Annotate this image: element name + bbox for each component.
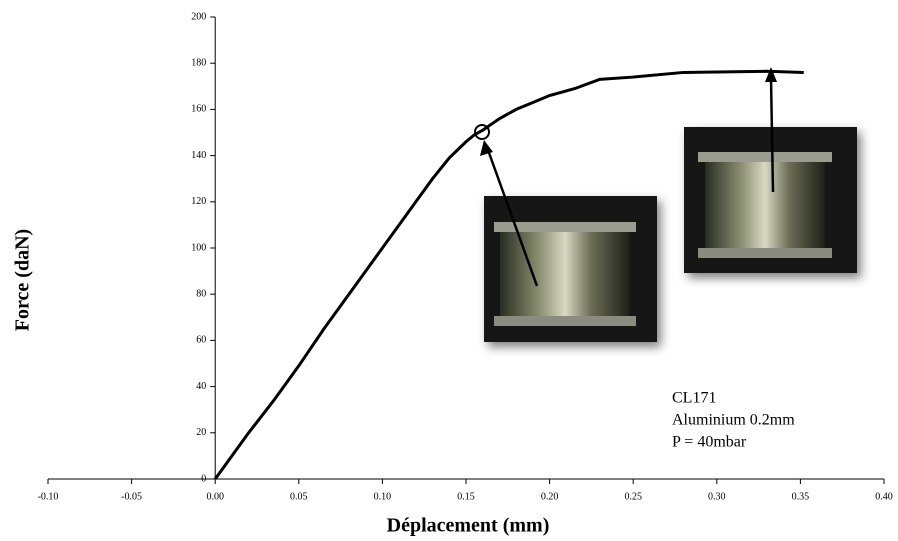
x-tick-label: 0.35 — [792, 491, 810, 502]
y-tick-label: 180 — [191, 57, 206, 68]
y-tick-label: 200 — [191, 11, 206, 22]
y-tick-label: 140 — [191, 150, 206, 161]
y-tick-label: 40 — [196, 381, 206, 392]
x-tick-label: 0.15 — [457, 491, 475, 502]
x-tick-label: -0.05 — [121, 491, 142, 502]
annotation-line: Aluminium 0.2mm — [672, 412, 795, 429]
highlight-circle — [474, 124, 490, 140]
photo-right — [684, 127, 857, 273]
x-tick-label: 0.40 — [875, 491, 893, 502]
annotation-line: CL171 — [672, 390, 716, 407]
y-tick-label: 160 — [191, 104, 206, 115]
annotation: CL171 Aluminium 0.2mm P = 40mbar — [672, 390, 795, 451]
y-tick-label: 80 — [196, 288, 206, 299]
x-tick-label: 0.10 — [374, 491, 392, 502]
annotation-line: P = 40mbar — [672, 434, 747, 451]
y-tick-label: 100 — [191, 242, 206, 253]
y-axis-label: Force (daN) — [12, 229, 34, 331]
y-tick-label: 120 — [191, 196, 206, 207]
y-tick-label: 0 — [201, 473, 206, 484]
x-tick-label: 0.05 — [290, 491, 308, 502]
x-tick-label: -0.10 — [38, 491, 59, 502]
x-tick-label: 0.00 — [206, 491, 224, 502]
x-tick-label: 0.20 — [541, 491, 559, 502]
y-tick-label: 20 — [196, 427, 206, 438]
y-tick-label: 60 — [196, 335, 206, 346]
x-tick-label: 0.25 — [624, 491, 642, 502]
arrows — [480, 67, 777, 287]
x-tick-label: 0.30 — [708, 491, 726, 502]
data-line — [213, 69, 804, 480]
x-axis-label: Déplacement (mm) — [387, 515, 550, 537]
photo-left — [484, 196, 657, 342]
